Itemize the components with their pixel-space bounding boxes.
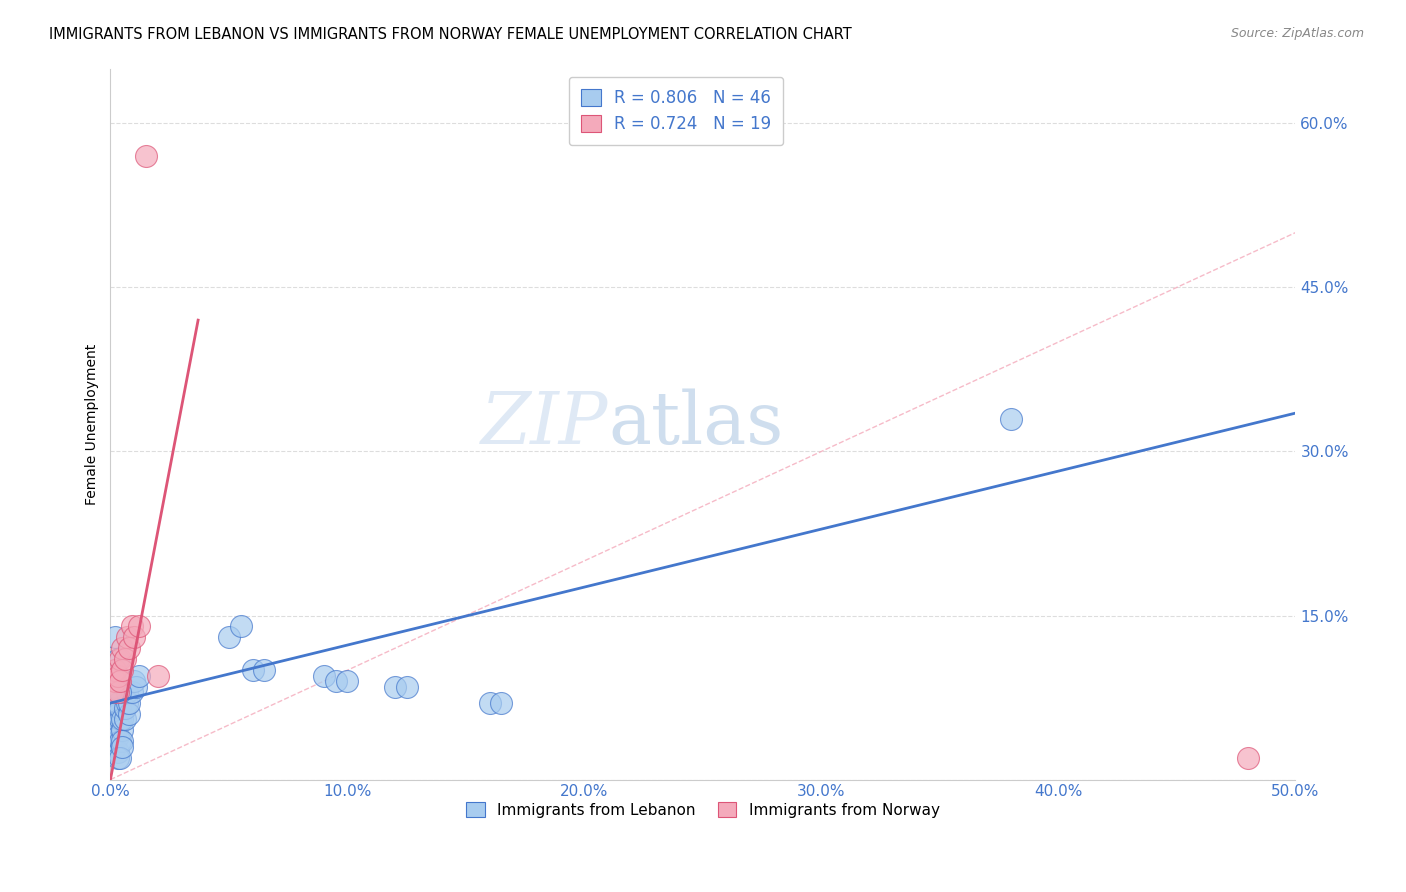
Point <box>104 701 127 715</box>
Point <box>104 674 127 689</box>
Point <box>108 652 131 666</box>
Point <box>104 729 127 743</box>
Point <box>118 706 141 721</box>
Point <box>104 713 127 727</box>
Point <box>107 685 129 699</box>
Point <box>128 619 150 633</box>
Point <box>111 734 134 748</box>
Point <box>111 663 134 677</box>
Point <box>104 739 127 754</box>
Point <box>108 701 131 715</box>
Point <box>114 713 136 727</box>
Point <box>111 739 134 754</box>
Point <box>478 696 501 710</box>
Point <box>118 696 141 710</box>
Point <box>114 652 136 666</box>
Point <box>128 668 150 682</box>
Point <box>491 696 513 710</box>
Point <box>1000 411 1022 425</box>
Point <box>114 701 136 715</box>
Point <box>104 663 127 677</box>
Point <box>115 685 138 699</box>
Point <box>107 745 129 759</box>
Legend: Immigrants from Lebanon, Immigrants from Norway: Immigrants from Lebanon, Immigrants from… <box>458 795 948 825</box>
Point <box>108 685 131 699</box>
Point <box>108 713 131 727</box>
Point <box>1237 750 1260 764</box>
Point <box>101 729 124 743</box>
Text: Source: ZipAtlas.com: Source: ZipAtlas.com <box>1230 27 1364 40</box>
Point <box>253 663 276 677</box>
Point <box>146 668 169 682</box>
Point <box>107 696 129 710</box>
Point <box>111 641 134 656</box>
Point <box>242 663 264 677</box>
Point <box>229 619 252 633</box>
Point <box>108 750 131 764</box>
Point <box>111 723 134 738</box>
Point <box>107 706 129 721</box>
Y-axis label: Female Unemployment: Female Unemployment <box>86 343 100 505</box>
Point <box>122 674 145 689</box>
Point <box>384 680 406 694</box>
Point <box>107 668 129 682</box>
Point <box>111 713 134 727</box>
Text: IMMIGRANTS FROM LEBANON VS IMMIGRANTS FROM NORWAY FEMALE UNEMPLOYMENT CORRELATIO: IMMIGRANTS FROM LEBANON VS IMMIGRANTS FR… <box>49 27 852 42</box>
Point <box>125 680 148 694</box>
Point <box>107 750 129 764</box>
Point <box>395 680 418 694</box>
Text: atlas: atlas <box>609 389 783 459</box>
Text: ZIP: ZIP <box>481 389 609 459</box>
Point <box>122 631 145 645</box>
Point <box>108 734 131 748</box>
Point <box>104 631 127 645</box>
Point <box>107 652 129 666</box>
Point <box>115 696 138 710</box>
Point <box>312 668 335 682</box>
Point <box>101 668 124 682</box>
Point <box>101 685 124 699</box>
Point <box>107 729 129 743</box>
Point <box>101 706 124 721</box>
Point <box>121 619 143 633</box>
Point <box>325 674 347 689</box>
Point <box>135 149 157 163</box>
Point <box>115 631 138 645</box>
Point <box>107 718 129 732</box>
Point <box>118 641 141 656</box>
Point <box>336 674 359 689</box>
Point <box>218 631 240 645</box>
Point <box>108 674 131 689</box>
Point <box>121 685 143 699</box>
Point <box>101 718 124 732</box>
